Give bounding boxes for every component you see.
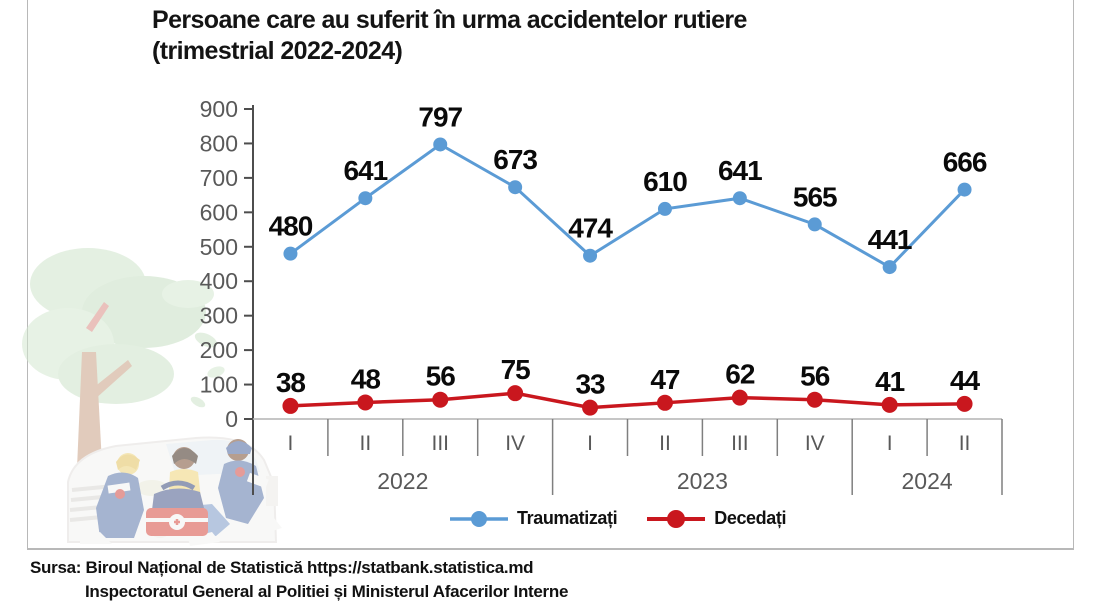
y-tick-label: 800 bbox=[200, 130, 238, 156]
data-point-decedati bbox=[582, 399, 599, 416]
data-point-decedati bbox=[956, 395, 973, 412]
quarter-label: III bbox=[731, 432, 749, 455]
quarter-label: II bbox=[360, 432, 372, 455]
quarter-label: I bbox=[288, 432, 294, 455]
data-label-traumatizati: 673 bbox=[493, 144, 537, 175]
legend-marker-traumatizati-icon bbox=[450, 510, 508, 527]
series-decedati: 38 48 56 75 33 47 62 56 41 44 bbox=[276, 354, 982, 416]
data-label-traumatizati: 610 bbox=[643, 166, 687, 197]
data-point-decedati bbox=[881, 396, 898, 413]
title-block: Persoane care au suferit în urma acciden… bbox=[152, 5, 932, 67]
chart-legend: Traumatizați Decedați bbox=[450, 508, 786, 529]
data-point-decedati bbox=[507, 385, 524, 402]
y-tick-label: 100 bbox=[200, 372, 238, 398]
first-aid-kit-icon bbox=[146, 480, 208, 536]
data-label-decedati: 41 bbox=[875, 366, 905, 397]
year-label: 2024 bbox=[902, 468, 953, 494]
data-label-traumatizati: 474 bbox=[568, 213, 613, 244]
data-point-traumatizati bbox=[283, 246, 298, 261]
data-point-traumatizati bbox=[583, 248, 598, 263]
data-label-decedati: 33 bbox=[575, 369, 605, 400]
data-label-traumatizati: 797 bbox=[418, 101, 462, 132]
data-point-decedati bbox=[357, 394, 374, 411]
quarter-label: IV bbox=[805, 432, 825, 455]
quarter-label: III bbox=[431, 432, 449, 455]
series-traumatizati: 480 641 797 673 474 610 641 565 441 666 bbox=[269, 101, 988, 275]
source-block: Sursa: Biroul Național de Statistică htt… bbox=[30, 556, 568, 604]
y-tick-label: 700 bbox=[200, 165, 238, 191]
quarter-label: I bbox=[887, 432, 893, 455]
data-label-traumatizati: 441 bbox=[868, 224, 912, 255]
legend-label-traumatizati: Traumatizați bbox=[517, 508, 618, 528]
accident-scene-illustration bbox=[22, 248, 282, 546]
y-tick-label: 200 bbox=[200, 337, 238, 363]
legend-item-traumatizati: Traumatizați bbox=[450, 508, 618, 529]
y-tick-label: 500 bbox=[200, 234, 238, 260]
data-label-decedati: 56 bbox=[426, 361, 456, 392]
source-line-1: Sursa: Biroul Național de Statistică htt… bbox=[30, 558, 534, 577]
data-label-traumatizati: 641 bbox=[718, 155, 762, 186]
data-point-decedati bbox=[656, 394, 673, 411]
data-point-decedati bbox=[731, 389, 748, 406]
source-line-2: Inspectoratul General al Politiei și Min… bbox=[85, 582, 569, 601]
data-point-traumatizati bbox=[882, 260, 897, 275]
data-point-decedati bbox=[432, 391, 449, 408]
year-label: 2022 bbox=[377, 468, 428, 494]
data-point-traumatizati bbox=[358, 191, 373, 206]
data-point-traumatizati bbox=[807, 217, 822, 232]
data-point-decedati bbox=[806, 391, 823, 408]
data-label-decedati: 38 bbox=[276, 367, 306, 398]
data-point-traumatizati bbox=[957, 182, 972, 197]
y-tick-label: 300 bbox=[200, 303, 238, 329]
y-tick-label: 900 bbox=[200, 96, 238, 122]
year-label: 2023 bbox=[677, 468, 728, 494]
data-point-traumatizati bbox=[657, 201, 672, 216]
y-tick-label: 400 bbox=[200, 268, 238, 294]
y-tick-label: 600 bbox=[200, 199, 238, 225]
chart-subtitle: (trimestrial 2022-2024) bbox=[152, 37, 403, 65]
chart-title: Persoane care au suferit în urma acciden… bbox=[152, 6, 747, 34]
tree-icon bbox=[22, 248, 225, 538]
data-label-decedati: 56 bbox=[800, 361, 830, 392]
legend-label-decedati: Decedați bbox=[714, 508, 787, 528]
quarter-label: II bbox=[959, 432, 971, 455]
data-label-traumatizati: 641 bbox=[343, 155, 387, 186]
data-label-decedati: 48 bbox=[351, 363, 381, 394]
data-label-traumatizati: 480 bbox=[269, 211, 313, 242]
data-label-traumatizati: 666 bbox=[943, 147, 987, 178]
quarter-label: IV bbox=[505, 432, 525, 455]
legend-item-decedati: Decedați bbox=[647, 508, 786, 529]
data-point-traumatizati bbox=[508, 180, 523, 195]
quarter-label: II bbox=[659, 432, 671, 455]
data-point-traumatizati bbox=[732, 191, 747, 206]
data-point-decedati bbox=[282, 397, 299, 414]
data-label-traumatizati: 565 bbox=[793, 181, 837, 212]
y-tick-label: 0 bbox=[225, 406, 238, 432]
data-label-decedati: 75 bbox=[501, 354, 531, 385]
chart-frame bbox=[27, 0, 1074, 550]
data-label-decedati: 62 bbox=[725, 359, 755, 390]
quarter-label: I bbox=[587, 432, 593, 455]
data-label-decedati: 44 bbox=[950, 365, 981, 396]
y-axis: 0 100 200 300 400 500 600 700 800 900 bbox=[200, 96, 254, 495]
data-point-traumatizati bbox=[433, 137, 448, 152]
data-label-decedati: 47 bbox=[650, 364, 680, 395]
legend-marker-decedati-icon bbox=[647, 509, 706, 528]
